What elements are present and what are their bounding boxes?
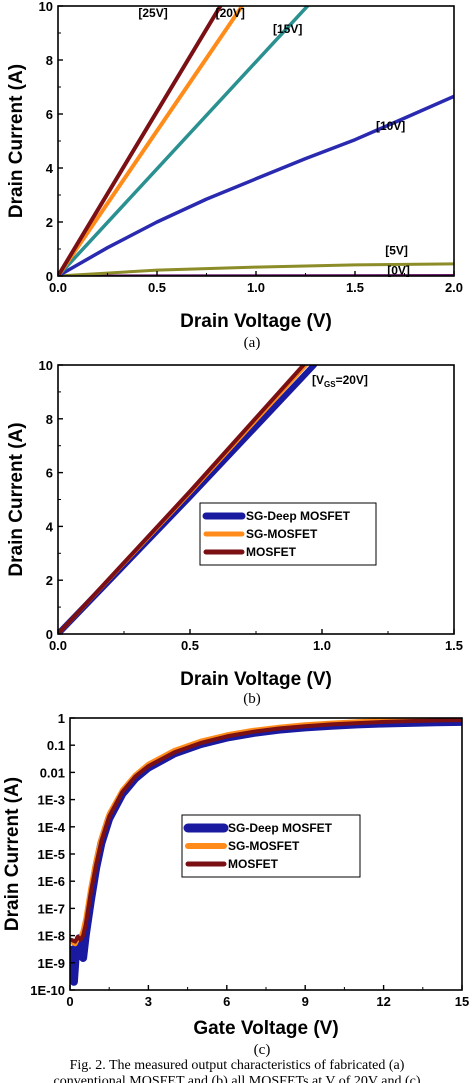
- x-tick-label: 1.0: [247, 280, 265, 295]
- y-tick-label: 8: [46, 412, 53, 427]
- chart-panel-2: 0.0 0.5 1.0 1.5 0 2 4 6 8 10 Drain Voltage (V) Drai…: [6, 358, 463, 707]
- x-tick-label: 3: [145, 994, 152, 1009]
- y-tick-label: 6: [46, 466, 53, 481]
- legend-entry-label: MOSFET: [246, 545, 297, 559]
- x-tick-label: 1.5: [346, 280, 364, 295]
- x-tick-label: 2.0: [445, 280, 463, 295]
- y-tick-label: 6: [46, 107, 53, 122]
- x-axis-label: Drain Voltage (V): [180, 311, 332, 332]
- x-tick-label: 12: [376, 994, 390, 1009]
- series-line-25v: [58, 6, 223, 276]
- x-tick-label: 15: [455, 994, 469, 1009]
- y-tick-label: 2: [46, 573, 53, 588]
- series-line-20v: [58, 6, 245, 276]
- series-annotation: [0V]: [387, 264, 410, 278]
- series-group: [58, 6, 454, 276]
- chart-panel-3: 0 3 6 9 12 15 1E-10 1E-9 1E-8 1E-7 1E-6 1E-5 1E-4 1E-…: [2, 711, 469, 1058]
- y-tick-label: 4: [46, 519, 54, 534]
- y-tick-label: 0.01: [40, 765, 65, 780]
- x-tick-label: 9: [302, 994, 309, 1009]
- vgs-annotation: [VGS=20V]: [312, 373, 368, 389]
- chart-panel-1: 0.0 0.5 1.0 1.5 2.0 0 2 4 6 8 10 Drain Voltage (V) D…: [6, 0, 463, 351]
- x-tick-label: 0.0: [49, 638, 67, 653]
- y-tick-label: 0: [46, 627, 53, 642]
- legend: SG-Deep MOSFET SG-MOSFET MOSFET: [181, 814, 361, 878]
- x-tick-label: 0.5: [148, 280, 166, 295]
- y-tick-label: 1E-8: [38, 929, 65, 944]
- series-line-mosfet: [58, 365, 306, 634]
- y-axis-label: Drain Current (A): [2, 777, 23, 931]
- series-annotation: [25V]: [138, 6, 167, 20]
- legend-entry-label: SG-Deep MOSFET: [246, 509, 351, 523]
- series-group: [70, 718, 462, 986]
- figure-caption: Fig. 2. The measured output characterist…: [0, 1058, 474, 1083]
- series-group: [58, 365, 318, 634]
- legend-entry-label: SG-MOSFET: [228, 839, 300, 853]
- y-tick-label: 1E-9: [38, 956, 65, 971]
- series-annotation: [15V]: [273, 22, 302, 36]
- x-axis-label: Drain Voltage (V): [180, 669, 332, 690]
- y-tick-label: 1E-6: [38, 874, 65, 889]
- x-tick-label: 6: [223, 994, 230, 1009]
- series-annotation: [5V]: [385, 243, 408, 257]
- y-tick-label: 4: [46, 161, 54, 176]
- series-annotation: [20V]: [216, 6, 245, 20]
- y-tick-label: 1: [58, 711, 65, 726]
- y-tick-label: 1E-10: [30, 983, 65, 998]
- caption-line-2: conventional MOSFET and (b) all MOSFETs …: [53, 1074, 421, 1083]
- panel-label: (c): [254, 1042, 271, 1058]
- x-tick-label: 0.0: [49, 280, 67, 295]
- x-tick-label: 1.5: [445, 638, 463, 653]
- legend-entry-label: SG-MOSFET: [246, 527, 318, 541]
- x-tick-label: 0: [66, 994, 73, 1009]
- y-tick-label: 1E-4: [38, 820, 66, 835]
- y-tick-label: 0.1: [47, 738, 65, 753]
- plot-frame: [57, 364, 455, 635]
- y-tick-label: 10: [39, 358, 53, 373]
- y-tick-label: 10: [39, 0, 53, 14]
- plot-frame: [57, 5, 455, 277]
- y-tick-label: 0: [46, 269, 53, 284]
- series-line-15v: [58, 6, 310, 276]
- series-annotation: [10V]: [376, 119, 405, 133]
- y-axis-label: Drain Current (A): [6, 422, 27, 576]
- y-tick-label: 1E-5: [38, 847, 65, 862]
- y-tick-label: 8: [46, 53, 53, 68]
- x-axis-label: Gate Voltage (V): [193, 1018, 338, 1039]
- x-tick-label: 0.5: [181, 638, 199, 653]
- series-line-10v: [58, 94, 454, 276]
- caption-line-1: Fig. 2. The measured output characterist…: [69, 1058, 405, 1073]
- series-line-mosfet: [70, 718, 462, 944]
- y-axis-label: Drain Current (A): [6, 64, 27, 218]
- panel-label: (b): [243, 691, 261, 707]
- y-tick-label: 2: [46, 215, 53, 230]
- x-tick-label: 1.0: [313, 638, 331, 653]
- series-line-5v: [58, 262, 454, 276]
- legend-entry-label: MOSFET: [228, 857, 279, 871]
- y-tick-label: 1E-3: [38, 793, 65, 808]
- legend: SG-Deep MOSFET SG-MOSFET MOSFET: [199, 502, 377, 566]
- y-tick-label: 1E-7: [38, 901, 65, 916]
- legend-entry-label: SG-Deep MOSFET: [228, 821, 333, 835]
- panel-label: (a): [244, 335, 261, 351]
